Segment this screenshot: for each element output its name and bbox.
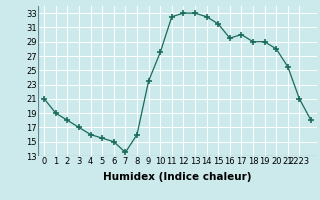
X-axis label: Humidex (Indice chaleur): Humidex (Indice chaleur) [103,172,252,182]
